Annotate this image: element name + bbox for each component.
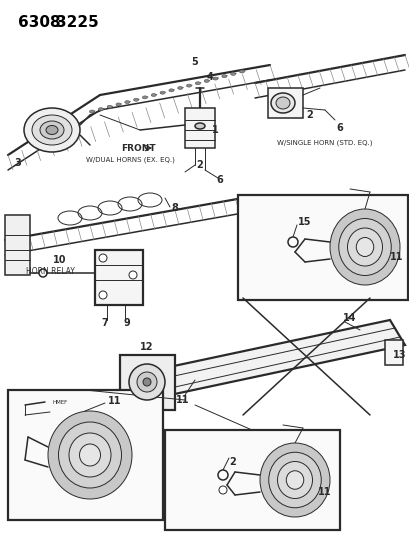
Ellipse shape: [169, 89, 173, 92]
Ellipse shape: [24, 108, 80, 152]
Text: 11: 11: [389, 252, 403, 262]
Text: 11: 11: [317, 487, 331, 497]
Text: 11: 11: [108, 396, 121, 406]
Text: 11: 11: [176, 395, 189, 405]
Ellipse shape: [338, 219, 390, 276]
Ellipse shape: [287, 237, 297, 247]
Ellipse shape: [124, 101, 130, 103]
Text: HMEF: HMEF: [52, 400, 67, 406]
Ellipse shape: [329, 209, 399, 285]
Ellipse shape: [213, 77, 218, 80]
Text: 9: 9: [124, 318, 130, 328]
Ellipse shape: [133, 98, 138, 101]
Ellipse shape: [79, 444, 100, 466]
Ellipse shape: [98, 108, 103, 111]
Text: 6: 6: [216, 175, 223, 185]
Ellipse shape: [160, 91, 165, 94]
Ellipse shape: [218, 470, 227, 480]
Ellipse shape: [129, 271, 137, 279]
Text: 3225: 3225: [56, 15, 99, 30]
Text: 6: 6: [336, 123, 343, 133]
Ellipse shape: [259, 443, 329, 517]
Bar: [384, 340, 402, 365]
Text: 8: 8: [171, 203, 178, 213]
Text: 2: 2: [306, 110, 312, 120]
Ellipse shape: [143, 378, 151, 386]
Ellipse shape: [178, 86, 182, 90]
Ellipse shape: [355, 238, 373, 256]
Ellipse shape: [137, 372, 157, 392]
Ellipse shape: [230, 72, 235, 75]
Ellipse shape: [58, 422, 121, 488]
Text: 1: 1: [211, 125, 218, 135]
Ellipse shape: [221, 75, 226, 78]
Ellipse shape: [239, 70, 244, 73]
Text: W/DUAL HORNS (EX. EQ.): W/DUAL HORNS (EX. EQ.): [85, 157, 174, 163]
Ellipse shape: [99, 291, 107, 299]
Text: 2: 2: [196, 160, 203, 170]
Ellipse shape: [277, 462, 312, 498]
Ellipse shape: [89, 110, 94, 113]
Ellipse shape: [32, 115, 72, 145]
Bar: [95, 250, 143, 305]
Polygon shape: [155, 320, 404, 395]
Text: 15: 15: [297, 217, 311, 227]
Bar: [184, 108, 214, 148]
Ellipse shape: [107, 106, 112, 108]
Ellipse shape: [268, 452, 321, 508]
Text: 13: 13: [392, 350, 406, 360]
Text: 2: 2: [229, 457, 236, 467]
Ellipse shape: [186, 84, 191, 87]
Ellipse shape: [347, 228, 382, 266]
Text: 6308: 6308: [18, 15, 61, 30]
Ellipse shape: [129, 364, 164, 400]
Text: 12: 12: [140, 342, 153, 352]
Ellipse shape: [195, 82, 200, 85]
Ellipse shape: [218, 486, 227, 494]
Ellipse shape: [285, 471, 303, 489]
Ellipse shape: [275, 97, 289, 109]
Ellipse shape: [116, 103, 121, 106]
Ellipse shape: [151, 93, 156, 96]
Ellipse shape: [195, 123, 204, 129]
Text: 3: 3: [15, 158, 21, 168]
Ellipse shape: [99, 254, 107, 262]
Text: 14: 14: [342, 313, 356, 323]
Ellipse shape: [270, 93, 294, 113]
Ellipse shape: [142, 96, 147, 99]
Text: W/SINGLE HORN (STD. EQ.): W/SINGLE HORN (STD. EQ.): [276, 140, 372, 146]
Text: 4: 4: [206, 72, 213, 82]
Text: 10: 10: [53, 255, 67, 265]
Bar: [237, 195, 407, 300]
Ellipse shape: [48, 411, 132, 499]
Bar: [5, 215, 30, 275]
Text: 5: 5: [191, 57, 198, 67]
Text: HORN RELAY: HORN RELAY: [25, 268, 74, 277]
Text: FRONT: FRONT: [120, 143, 155, 152]
Text: 7: 7: [101, 318, 108, 328]
Bar: [267, 88, 302, 118]
Bar: [120, 355, 175, 410]
Bar: [8, 390, 163, 520]
Bar: [164, 430, 339, 530]
Ellipse shape: [40, 121, 64, 139]
Ellipse shape: [46, 125, 58, 134]
Ellipse shape: [204, 79, 209, 83]
Ellipse shape: [69, 433, 111, 477]
Ellipse shape: [39, 269, 47, 277]
